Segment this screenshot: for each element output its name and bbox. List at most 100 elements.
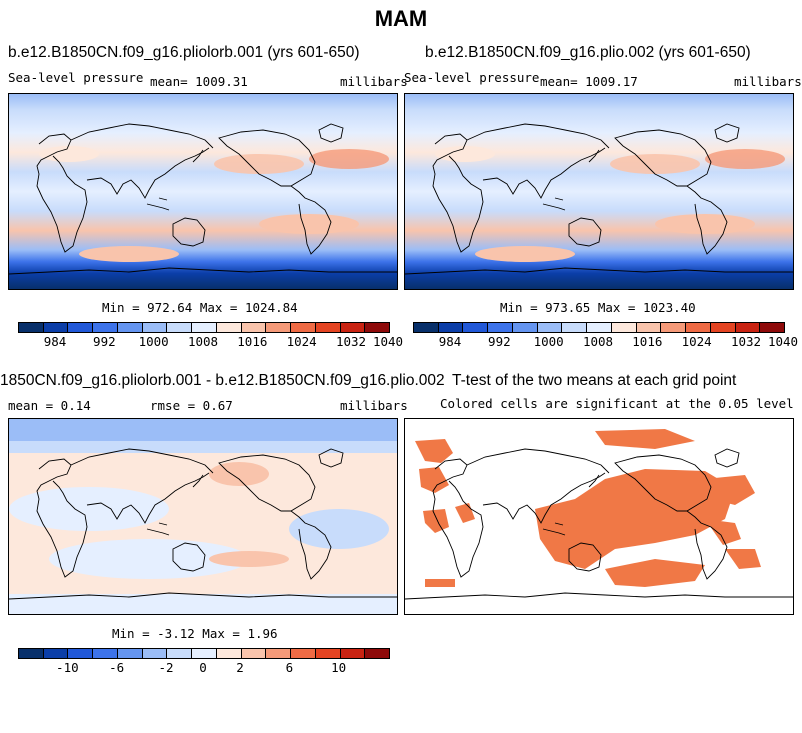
colorbar-1-label: 1000 xyxy=(138,334,169,349)
figure-title: MAM xyxy=(374,6,428,31)
panel-3-minmax: Min = -3.12 Max = 1.96 xyxy=(112,626,278,641)
panel-3-title: 1850CN.f09_g16.pliolorb.001 - b.e12.B185… xyxy=(0,372,445,389)
colorbar-2-swatch xyxy=(488,323,513,332)
colorbar-2-swatch xyxy=(512,323,538,332)
colorbar-3-swatch xyxy=(43,649,69,658)
colorbar-2 xyxy=(413,322,785,333)
colorbar-1-swatch xyxy=(291,323,316,332)
colorbar-3-swatch xyxy=(291,649,316,658)
colorbar-3-swatch xyxy=(167,649,193,658)
colorbar-2-swatch xyxy=(760,323,785,332)
colorbar-1-swatch xyxy=(43,323,69,332)
colorbar-2-labels: 984 992 1000 1008 1016 1024 1032 1040 xyxy=(413,334,798,349)
colorbar-2-swatch xyxy=(636,323,662,332)
colorbar-2-swatch xyxy=(611,323,637,332)
colorbar-3-swatch xyxy=(192,649,217,658)
colorbar-3-label: 10 xyxy=(331,660,347,675)
colorbar-3-swatch xyxy=(93,649,118,658)
panel-1-mean: mean= 1009.31 xyxy=(150,74,248,89)
panel-2-field: Sea-level pressure xyxy=(404,70,540,85)
panel-2-minmax: Min = 973.65 Max = 1023.40 xyxy=(500,300,696,315)
colorbar-2-swatch xyxy=(587,323,612,332)
colorbar-3-swatch xyxy=(19,649,44,658)
colorbar-2-swatch xyxy=(661,323,687,332)
panel-2-title: b.e12.B1850CN.f09_g16.plio.002 (yrs 601-… xyxy=(425,44,751,61)
colorbar-3 xyxy=(18,648,390,659)
panel-1-title: b.e12.B1850CN.f09_g16.pliolorb.001 (yrs … xyxy=(8,44,360,61)
panel-1-field: Sea-level pressure xyxy=(8,70,144,85)
colorbar-3-swatch xyxy=(241,649,267,658)
colorbar-3-label: 0 xyxy=(199,660,207,675)
panel-2-mean: mean= 1009.17 xyxy=(540,74,638,89)
colorbar-1-label: 1032 xyxy=(335,334,367,349)
colorbar-2-swatch xyxy=(463,323,489,332)
colorbar-3-swatch xyxy=(340,649,366,658)
colorbar-2-label: 1040 xyxy=(767,334,799,349)
colorbar-3-label: -6 xyxy=(109,660,125,675)
colorbar-2-label: 1032 xyxy=(730,334,762,349)
colorbar-1-swatch xyxy=(216,323,242,332)
colorbar-2-swatch xyxy=(686,323,711,332)
colorbar-1-swatch xyxy=(340,323,366,332)
panel-3-map xyxy=(8,418,398,615)
panel-4-significance-map xyxy=(405,429,793,600)
colorbar-3-label: 2 xyxy=(236,660,244,675)
colorbar-2-label: 1008 xyxy=(582,334,614,349)
colorbar-3-swatch xyxy=(315,649,341,658)
colorbar-1-swatch xyxy=(93,323,118,332)
colorbar-3-label: -2 xyxy=(158,660,174,675)
colorbar-3-swatch xyxy=(68,649,94,658)
colorbar-1-swatch xyxy=(68,323,94,332)
colorbar-1-label: 1008 xyxy=(187,334,219,349)
panel-2-map xyxy=(404,93,794,290)
colorbar-2-label: 984 xyxy=(438,334,462,349)
colorbar-1-labels: 984 992 1000 1008 1016 1024 1032 1040 xyxy=(18,334,403,349)
colorbar-2-swatch xyxy=(414,323,439,332)
colorbar-1-swatch xyxy=(315,323,341,332)
colorbar-1-swatch xyxy=(117,323,143,332)
colorbar-1 xyxy=(18,322,390,333)
colorbar-1-label: 1024 xyxy=(286,334,317,349)
panel-1-minmax: Min = 972.64 Max = 1024.84 xyxy=(102,300,298,315)
colorbar-1-swatch xyxy=(266,323,292,332)
panel-2-units: millibars xyxy=(734,74,802,89)
panel-3-rmse: rmse = 0.67 xyxy=(150,398,233,413)
panel-4-map xyxy=(404,418,794,615)
colorbar-1-label: 1016 xyxy=(237,334,268,349)
colorbar-3-swatch xyxy=(117,649,143,658)
panel-3-mean: mean = 0.14 xyxy=(8,398,91,413)
panel-2-field-map xyxy=(405,94,793,289)
colorbar-2-swatch xyxy=(735,323,761,332)
colorbar-3-swatch xyxy=(142,649,168,658)
colorbar-2-swatch xyxy=(710,323,736,332)
colorbar-1-swatch xyxy=(167,323,193,332)
colorbar-1-swatch xyxy=(142,323,168,332)
panel-4-title: T-test of the two means at each grid poi… xyxy=(452,372,737,389)
colorbar-2-label: 1016 xyxy=(632,334,663,349)
colorbar-3-swatch xyxy=(365,649,390,658)
colorbar-3-label: 6 xyxy=(285,660,294,675)
colorbar-1-swatch xyxy=(19,323,44,332)
colorbar-3-swatch xyxy=(216,649,242,658)
colorbar-1-label: 1040 xyxy=(372,334,404,349)
panel-1-field-map xyxy=(9,94,397,289)
colorbar-1-swatch xyxy=(192,323,217,332)
colorbar-2-swatch xyxy=(438,323,464,332)
panel-4-subtitle: Colored cells are significant at the 0.0… xyxy=(440,396,794,411)
panel-1-units: millibars xyxy=(340,74,408,89)
colorbar-2-label: 992 xyxy=(488,334,511,349)
colorbar-2-label: 1024 xyxy=(681,334,712,349)
colorbar-1-label: 992 xyxy=(93,334,116,349)
colorbar-3-label: -10 xyxy=(56,660,79,675)
panel-3-units: millibars xyxy=(340,398,408,413)
panel-3-difference-map xyxy=(9,419,397,614)
colorbar-1-label: 984 xyxy=(43,334,67,349)
colorbar-3-swatch xyxy=(266,649,292,658)
colorbar-2-swatch xyxy=(537,323,563,332)
colorbar-3-labels: -10 -6 -2 0 2 6 10 xyxy=(18,660,388,675)
panel-1-map xyxy=(8,93,398,290)
colorbar-1-swatch xyxy=(365,323,390,332)
colorbar-1-swatch xyxy=(241,323,267,332)
colorbar-2-swatch xyxy=(562,323,588,332)
colorbar-2-label: 1000 xyxy=(533,334,564,349)
